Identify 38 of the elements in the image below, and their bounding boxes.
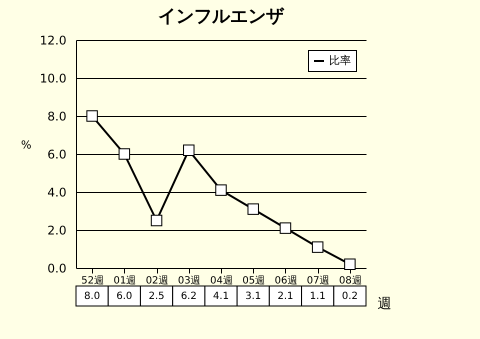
legend-label: 比率 (329, 54, 351, 67)
data-label: 2.1 (277, 291, 294, 302)
x-tick-label: 01週 (113, 276, 136, 286)
y-tick-label: 4.0 (47, 186, 66, 200)
x-axis-title: 週 (378, 296, 392, 312)
data-label: 6.0 (116, 291, 132, 302)
y-tick-label: 8.0 (47, 110, 66, 124)
point (150, 214, 162, 226)
y-tick-label: 12.0 (40, 34, 66, 48)
point (344, 258, 356, 270)
y-axis-title: % (21, 138, 32, 152)
point (215, 184, 227, 196)
y-tick-label: 2.0 (47, 224, 66, 238)
data-label: 2.5 (148, 291, 165, 302)
x-tick-label: 06週 (274, 276, 298, 286)
point (312, 241, 324, 253)
x-tick-label: 02週 (146, 276, 168, 286)
data-label: 3.1 (245, 291, 262, 302)
data-label: 1.1 (310, 291, 326, 302)
point (118, 148, 130, 160)
x-tick-label: 03週 (178, 276, 201, 286)
x-tick-label: 05週 (242, 276, 266, 286)
y-tick-label: 10.0 (40, 72, 66, 86)
x-tick-label: 52週 (81, 276, 104, 286)
y-tick-label: 0.0 (47, 262, 66, 276)
x-tick-label: 04週 (210, 276, 233, 286)
point (86, 110, 98, 122)
x-tick-label: 08週 (339, 276, 362, 286)
point (183, 144, 195, 156)
chart-title: インフルエンザ (158, 6, 285, 27)
point (280, 222, 292, 234)
point (247, 203, 259, 215)
data-label: 6.2 (180, 291, 197, 302)
data-label: 0.2 (342, 291, 358, 302)
data-label: 4.1 (213, 291, 229, 302)
x-tick-label: 07週 (306, 276, 330, 286)
y-tick-label: 6.0 (47, 148, 66, 162)
data-label: 8.0 (84, 291, 100, 302)
